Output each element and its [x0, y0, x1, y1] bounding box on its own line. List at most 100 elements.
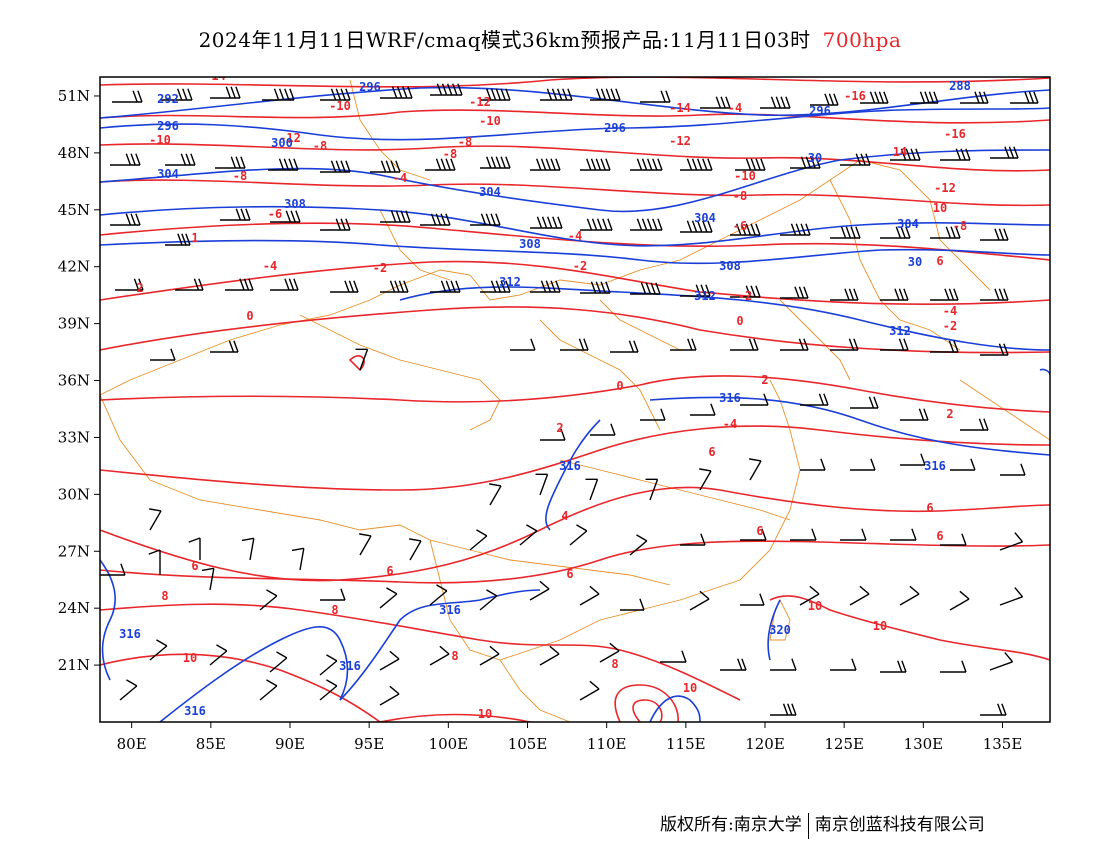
- wind-barb: [850, 396, 879, 409]
- temperature-label: 6: [756, 524, 763, 538]
- temperature-label: -10: [149, 133, 171, 147]
- temperature-label: 8: [161, 589, 168, 603]
- temperature-label: -2: [373, 261, 387, 275]
- height-label: 30: [908, 255, 922, 269]
- wind-barb: [429, 584, 448, 606]
- wind-barb: [1000, 463, 1026, 476]
- temperature-label: 0: [616, 379, 623, 393]
- temperature-label: 6: [708, 445, 715, 459]
- wind-barb: [359, 533, 372, 556]
- temperature-contour: [100, 603, 741, 701]
- wind-barb: [949, 590, 970, 611]
- temperature-label: 10: [478, 707, 492, 721]
- wind-barb: [610, 340, 639, 353]
- height-label: 288: [949, 79, 971, 93]
- wind-barb: [539, 645, 560, 666]
- wind-barb: [680, 220, 713, 233]
- temperature-label: -12: [669, 134, 691, 148]
- temperature-label: -4: [393, 171, 407, 185]
- wind-barb: [960, 418, 989, 431]
- temperature-label: 0: [246, 309, 253, 323]
- wind-barb: [165, 233, 191, 246]
- boundary-line: [379, 209, 451, 281]
- wind-barb: [950, 458, 976, 471]
- wind-barb: [630, 282, 661, 295]
- temperature-label: 6: [936, 529, 943, 543]
- temperature-label: -8: [733, 189, 747, 203]
- wind-barb: [519, 524, 538, 546]
- temperature-label: 8: [451, 649, 458, 663]
- wind-barb: [210, 340, 239, 353]
- chart-title: 2024年11月11日WRF/cmaq模式36km预报产品:11月11日03时 7…: [0, 24, 1100, 53]
- wind-barb: [379, 587, 398, 609]
- temperature-label: 6: [191, 559, 198, 573]
- wind-barb: [425, 158, 456, 171]
- copyright: 版权所有:南京大学 南京创蓝科技有限公司: [660, 810, 985, 839]
- wind-barb: [770, 703, 797, 716]
- temperature-contour: [100, 375, 1050, 413]
- wind-barb: [409, 538, 422, 561]
- temperature-label: 10: [873, 619, 887, 633]
- height-label: 30: [808, 151, 822, 165]
- wind-barb: [320, 160, 351, 173]
- height-label: 308: [519, 237, 541, 251]
- lon-tick-label: 120E: [745, 735, 785, 753]
- wind-barb: [160, 88, 193, 101]
- wind-barb: [430, 280, 461, 293]
- wind-barb: [890, 528, 917, 541]
- temperature-label: -4: [263, 259, 277, 273]
- boundary-line: [539, 319, 661, 431]
- temperature-contours: [100, 77, 1050, 722]
- temperature-label: 10: [683, 681, 697, 695]
- wind-barb: [999, 587, 1024, 606]
- wind-barb: [840, 528, 867, 541]
- wind-barb: [259, 589, 278, 611]
- temperature-contour: [614, 684, 679, 722]
- temperature-label: -12: [469, 95, 491, 109]
- temperature-label: -12: [279, 131, 301, 145]
- wind-barb: [110, 213, 141, 226]
- wind-barb: [530, 158, 561, 171]
- temperature-contour: [379, 713, 531, 722]
- map-frame: [99, 76, 1051, 723]
- height-label: 316: [719, 391, 741, 405]
- temperature-label: -4: [943, 304, 957, 318]
- temperature-label: -4: [728, 101, 742, 115]
- lon-tick-label: 130E: [904, 735, 944, 753]
- height-label: 296: [604, 121, 626, 135]
- temperature-label: -12: [934, 181, 956, 195]
- height-contour: [100, 149, 1050, 213]
- wind-barb: [699, 468, 712, 491]
- wind-barb: [470, 213, 501, 226]
- wind-barb: [640, 408, 666, 421]
- lat-tick-label: 30N: [58, 485, 90, 503]
- boundary-line: [100, 379, 801, 661]
- temperature-label: -10: [734, 169, 756, 183]
- wind-barb: [630, 158, 663, 171]
- lon-tick-label: 95E: [354, 735, 384, 753]
- height-contour: [100, 86, 1050, 119]
- axis-ticks: 80E 85E 90E 95E 100E 105E 110E 115E 120E 125E 130E…: [58, 87, 1023, 753]
- wind-barb: [479, 645, 500, 666]
- map-background: [100, 77, 1050, 722]
- temperature-label: 8: [331, 603, 338, 617]
- height-contour: [100, 559, 116, 681]
- height-contour: [399, 286, 1050, 351]
- wind-barb: [379, 650, 400, 671]
- wind-barbs: [100, 83, 1039, 716]
- wind-barb: [188, 537, 201, 560]
- wind-barb: [1010, 91, 1039, 104]
- wind-barb: [840, 153, 871, 166]
- temperature-label: 10: [933, 201, 947, 215]
- temperature-contour: [100, 306, 1050, 354]
- wind-barb: [830, 288, 859, 301]
- contour-labels: -14-10 -12 -14 -4-16-10 -12-10-12 -16-8-8-8-4…: [119, 77, 971, 721]
- wind-barb: [480, 156, 511, 169]
- wind-barb: [800, 393, 829, 406]
- lat-tick-label: 21N: [58, 656, 90, 674]
- temperature-contour: [100, 109, 1050, 124]
- temperature-label: -6: [268, 207, 282, 221]
- wind-barb: [980, 703, 1007, 716]
- wind-barb: [540, 88, 573, 101]
- copyright-divider: [807, 812, 809, 839]
